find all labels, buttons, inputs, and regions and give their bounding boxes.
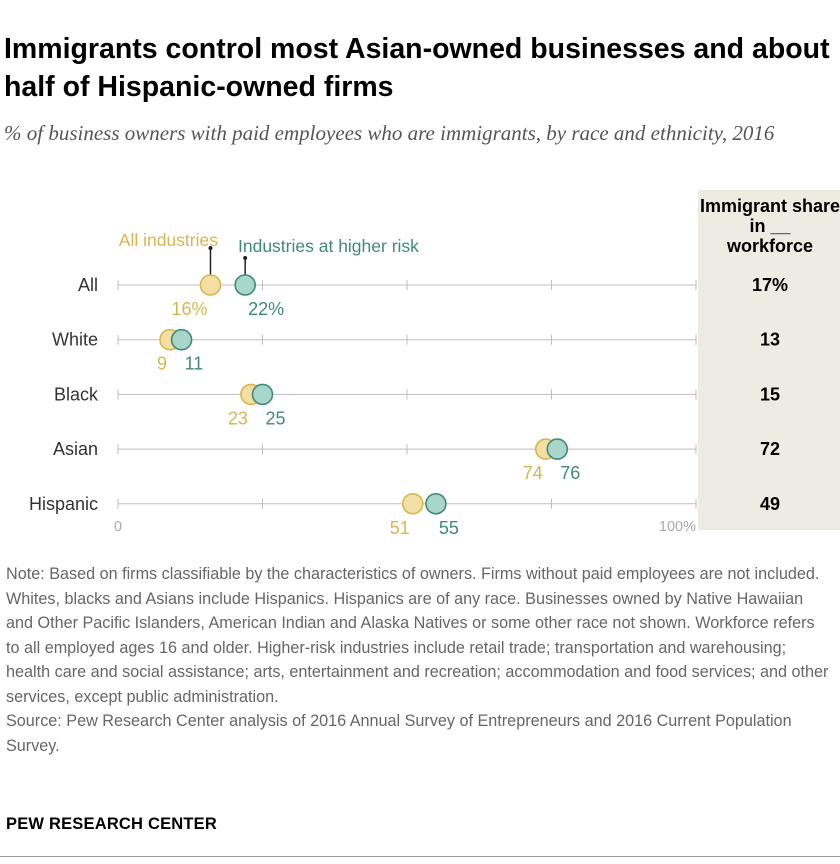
- dot-higher-risk: [251, 383, 274, 406]
- bottom-rule: [0, 856, 840, 857]
- category-label-black: Black: [54, 384, 99, 404]
- dot-plot: Immigrant share in __ workforce All 17% 16% 22…: [29, 190, 840, 538]
- value-label: 51: [390, 518, 410, 538]
- value-label: 55: [439, 518, 459, 538]
- dot-higher-risk: [170, 328, 193, 351]
- axis-label-min: 0: [114, 519, 122, 535]
- notes: Note: Based on firms classifiable by the…: [6, 562, 832, 758]
- side-value: 17%: [752, 275, 788, 295]
- side-column-header: Immigrant share in __ workforce: [700, 196, 840, 256]
- side-value: 49: [760, 494, 780, 514]
- chart-title: Immigrants control most Asian-owned busi…: [4, 33, 830, 103]
- legend-connector-dot: [243, 256, 248, 260]
- chart-subtitle: % of business owners with paid employees…: [4, 121, 775, 145]
- value-label: 16%: [171, 299, 207, 319]
- note-text: Note: Based on firms classifiable by the…: [6, 565, 829, 706]
- legend-label-higher-risk: Industries at higher risk: [238, 236, 419, 256]
- side-value: 15: [760, 384, 780, 404]
- category-label-asian: Asian: [53, 439, 98, 459]
- value-label: 74: [523, 463, 543, 483]
- value-label: 76: [560, 463, 580, 483]
- dot-all: [401, 492, 424, 515]
- category-label-white: White: [52, 330, 98, 350]
- axis-label-max: 100%: [659, 519, 696, 535]
- legend-connector-dot: [208, 246, 213, 250]
- side-value: 72: [760, 439, 780, 459]
- dot-higher-risk: [425, 492, 447, 515]
- value-label: 23: [228, 408, 248, 428]
- source-text: Source: Pew Research Center analysis of …: [6, 712, 792, 755]
- legend-label-all-industries: All industries: [119, 230, 218, 250]
- value-label: 9: [157, 354, 167, 374]
- value-label: 25: [266, 408, 286, 428]
- org-name: PEW RESEARCH CENTER: [6, 815, 217, 833]
- value-label: 22%: [248, 299, 284, 319]
- side-column-bg: [698, 190, 840, 530]
- category-label-hispanic: Hispanic: [29, 494, 98, 514]
- value-label: 11: [185, 354, 204, 374]
- dot-all: [199, 274, 222, 296]
- dot-higher-risk: [546, 438, 569, 460]
- dot-higher-risk: [234, 274, 256, 296]
- side-value: 13: [760, 330, 780, 350]
- category-label-all: All: [78, 275, 98, 295]
